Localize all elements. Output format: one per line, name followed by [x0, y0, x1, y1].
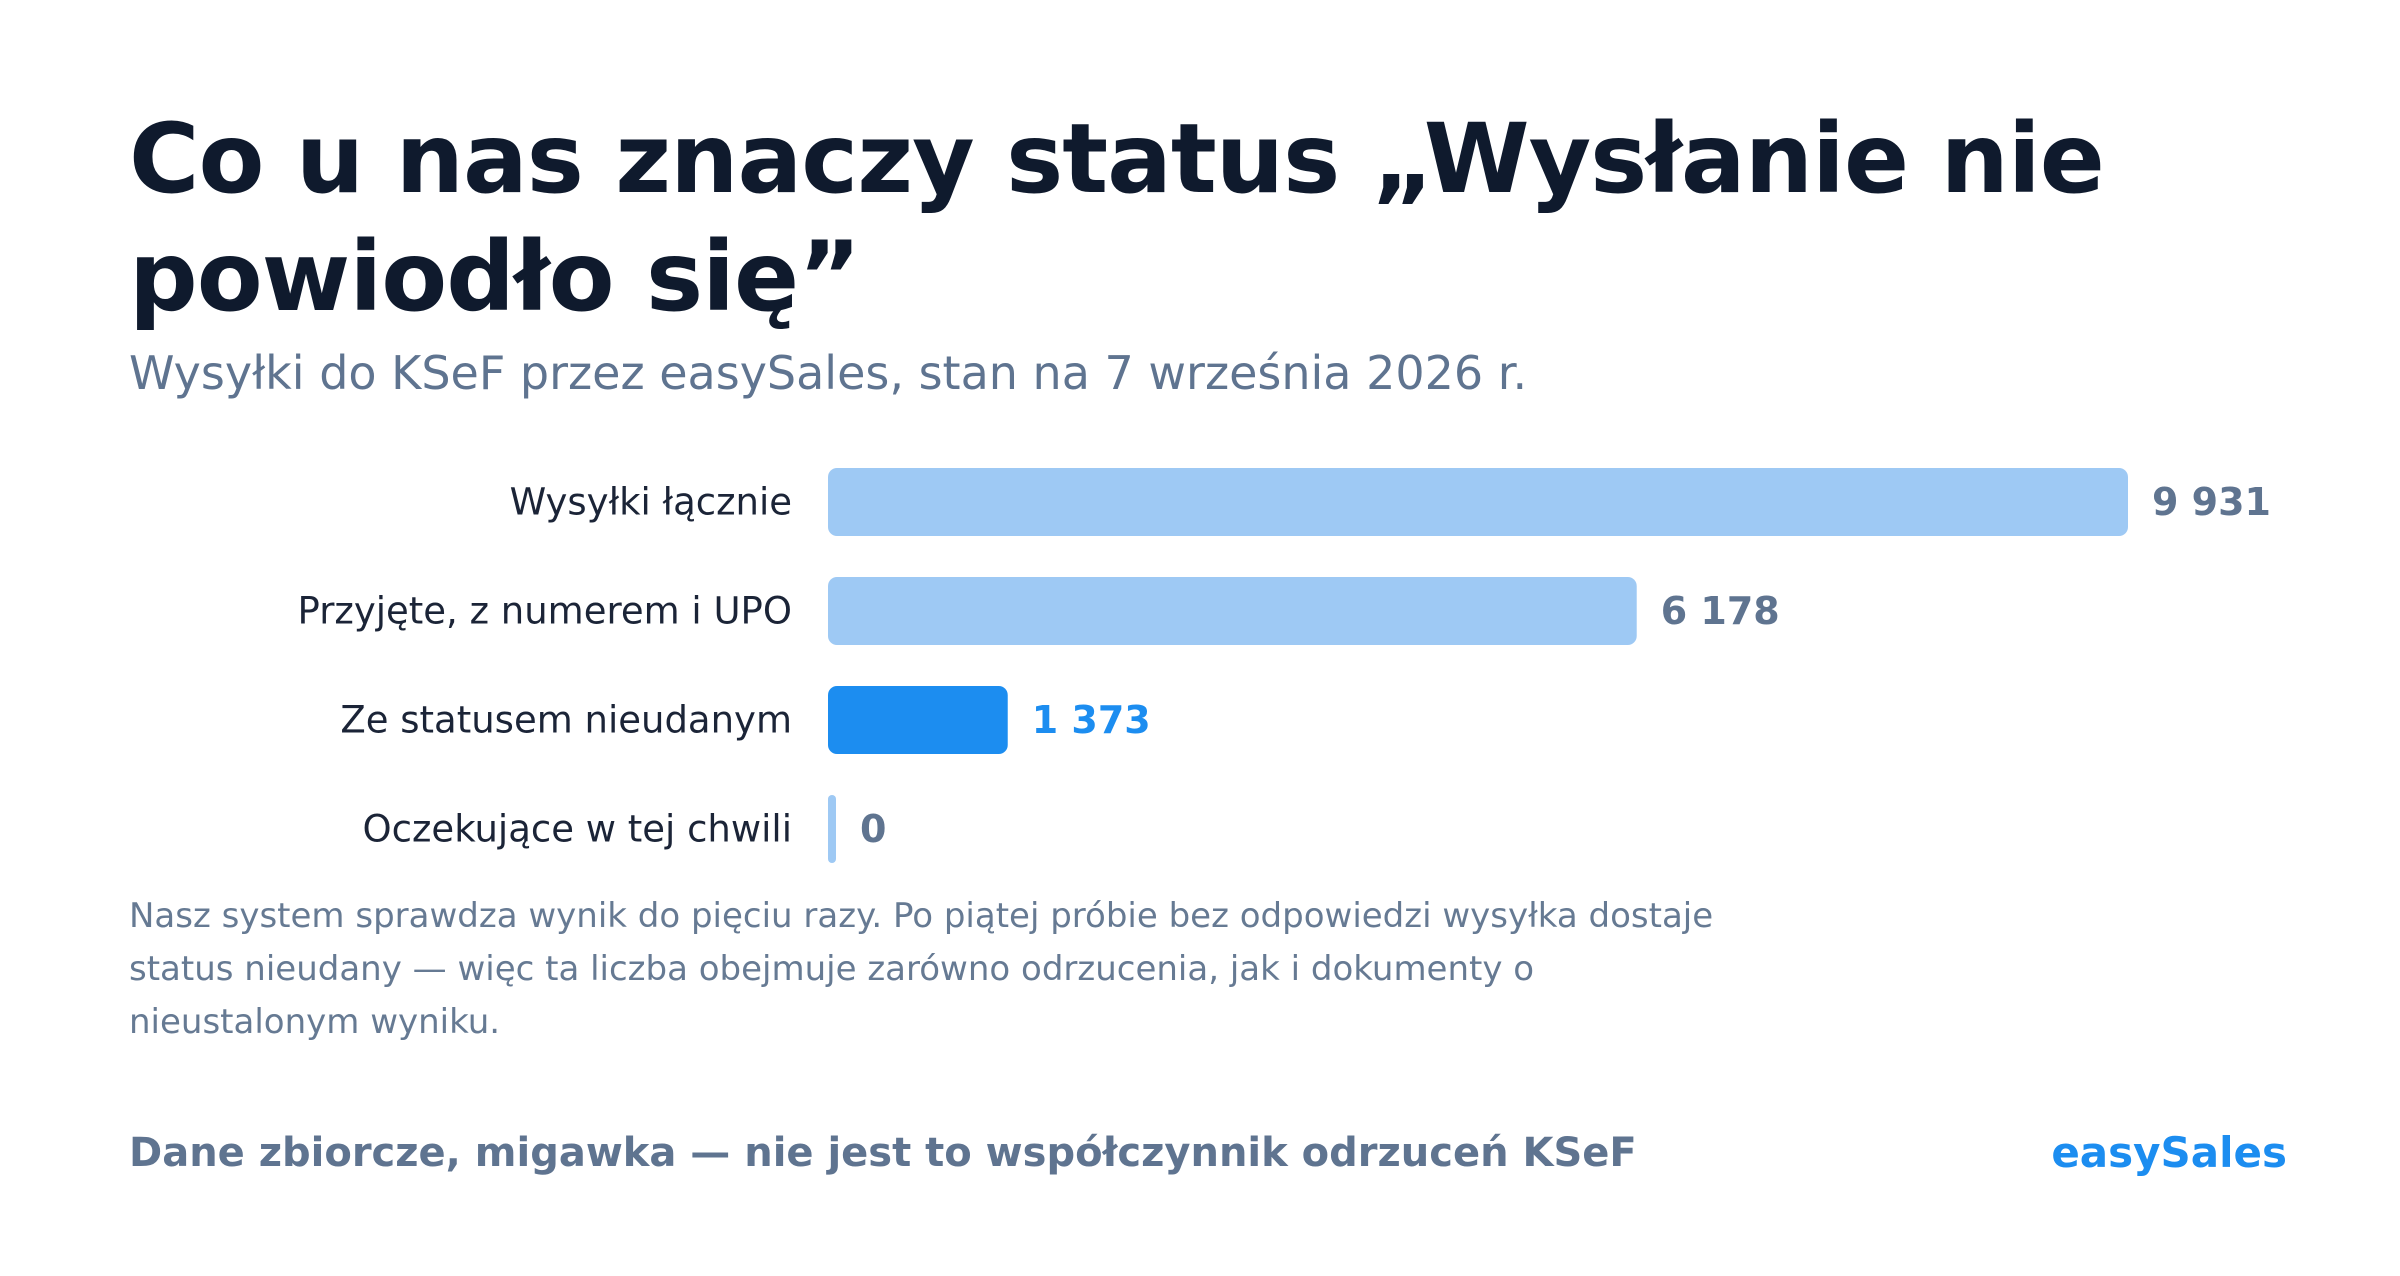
value-label: 0 [860, 807, 886, 851]
value-label: 6 178 [1661, 589, 1780, 633]
chart-subtitle: Wysyłki do KSeF przez easySales, stan na… [129, 346, 1528, 400]
bar [828, 577, 1637, 645]
category-label: Oczekujące w tej chwili [363, 808, 792, 851]
bar [828, 686, 1008, 754]
category-label: Wysyłki łącznie [510, 481, 792, 524]
bar [828, 795, 836, 863]
value-label: 9 931 [2152, 480, 2271, 524]
chart-title: Co u nas znaczy status „Wysłanie nie pow… [129, 103, 2105, 333]
category-label: Ze statusem nieudanym [340, 699, 792, 742]
brand-logo: easySales [2051, 1128, 2287, 1177]
value-label: 1 373 [1032, 698, 1151, 742]
bar-chart: Wysyłki łącznie 9 931 Przyjęte, z numerem … [298, 468, 2271, 863]
footer-disclaimer: Dane zbiorcze, migawka — nie jest to wsp… [129, 1130, 1637, 1176]
methodology-note: Nasz system sprawdza wynik do pięciu raz… [129, 896, 1714, 1042]
bar [828, 468, 2128, 536]
category-label: Przyjęte, z numerem i UPO [298, 590, 792, 633]
